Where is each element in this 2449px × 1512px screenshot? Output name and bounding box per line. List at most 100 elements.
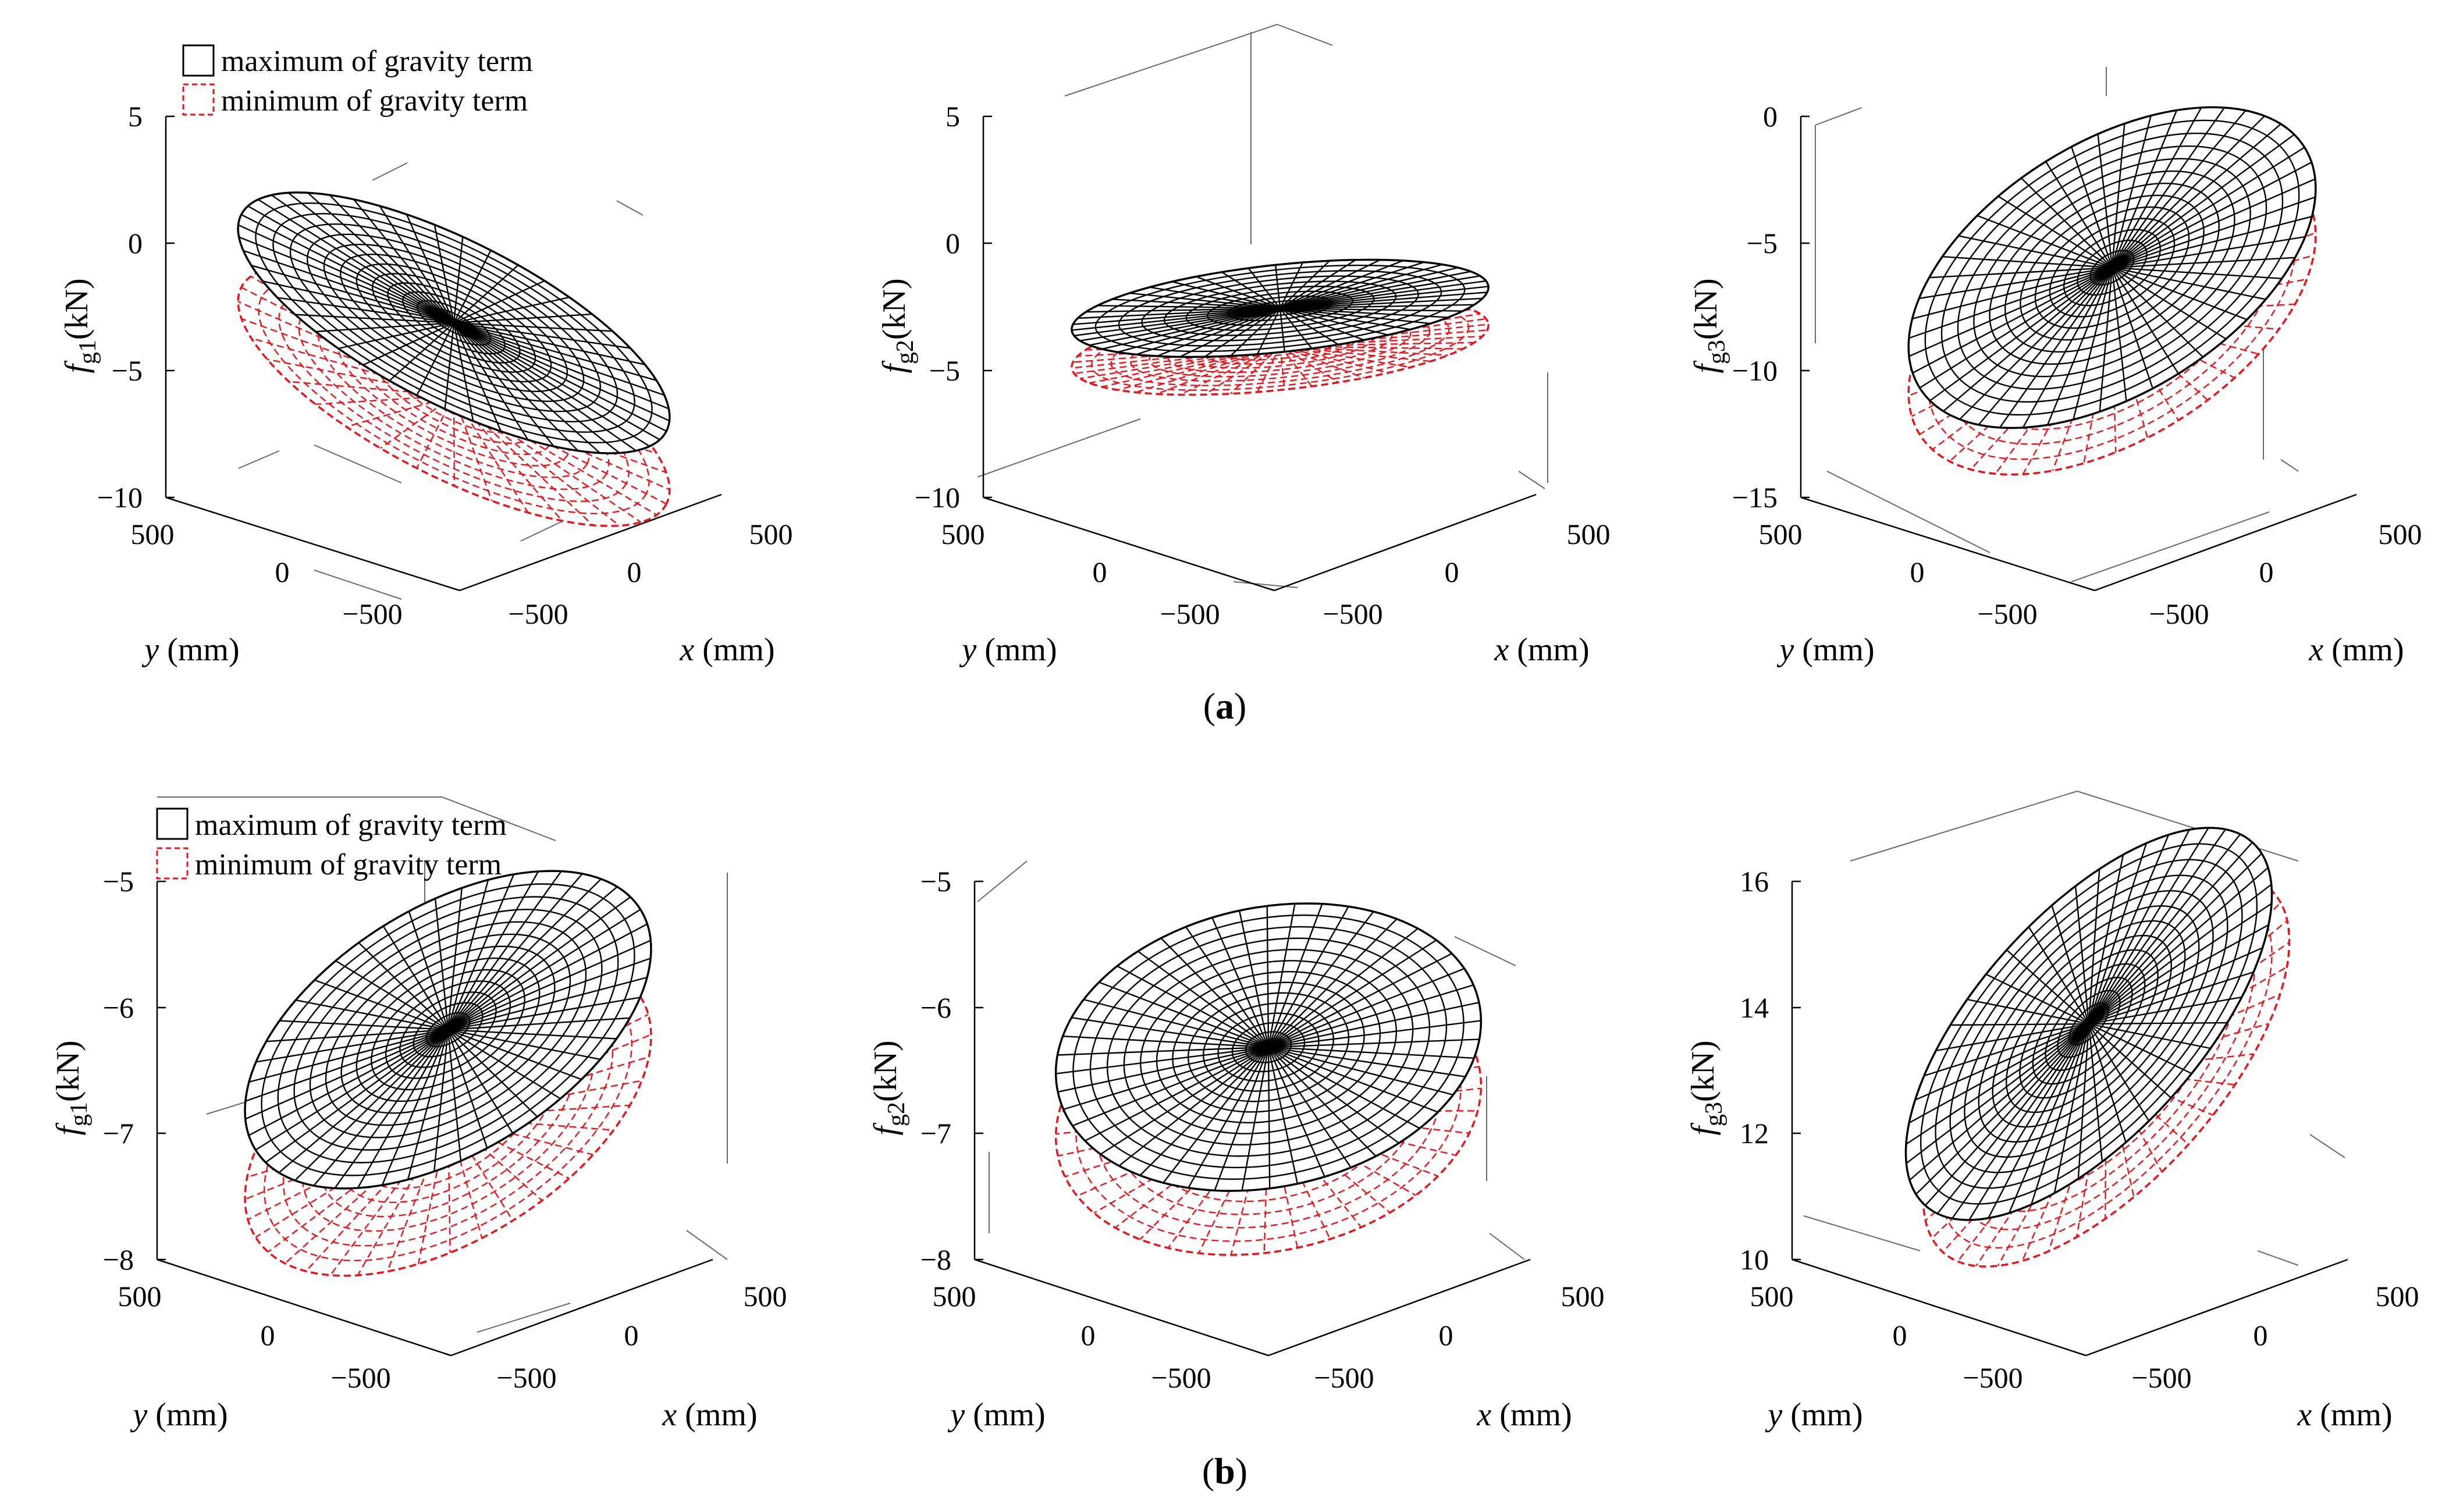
- mesh-spoke: [1924, 1023, 2089, 1077]
- mesh-spoke: [1936, 1023, 2089, 1214]
- mesh-spoke: [2111, 314, 2179, 421]
- z-axis-label: fg3(kN): [1685, 1040, 1728, 1135]
- caption-a: (a): [1203, 685, 1247, 727]
- x-tick-label: 500: [744, 1280, 787, 1312]
- x-axis-line: [2094, 493, 2357, 592]
- mesh-spoke: [1196, 276, 1281, 309]
- mesh-spoke: [1978, 267, 2113, 425]
- z-tick-label: −5: [1747, 227, 1778, 259]
- y-axis-label: y (mm): [141, 632, 239, 668]
- mesh-spoke: [447, 1029, 538, 1118]
- mesh-spoke: [265, 1029, 449, 1164]
- mesh-spoke: [2112, 236, 2305, 269]
- mesh-spoke: [453, 322, 645, 365]
- y-axis-label: y (mm): [947, 1397, 1045, 1433]
- mesh-spoke: [1268, 939, 1437, 1048]
- mesh-spoke: [314, 979, 449, 1031]
- z-tick-label: −7: [920, 1117, 951, 1150]
- z-tick-label: −6: [103, 991, 134, 1024]
- z-tick-label: 14: [1740, 991, 1769, 1024]
- legend-max-label: maximum of gravity term: [221, 45, 533, 78]
- plot-a3: 0 −5 −10 −15 500 0 −500 −500 0 500 fg3(k…: [1688, 67, 2422, 668]
- mesh-spoke: [1267, 903, 1296, 1048]
- mesh-spoke: [453, 322, 670, 422]
- y-tick-label: 500: [1759, 518, 1803, 550]
- x-tick-label: 500: [1567, 518, 1611, 550]
- mesh-spoke: [1118, 1047, 1269, 1166]
- mesh-spoke: [2088, 1023, 2150, 1122]
- y-axis-label: y (mm): [1776, 632, 1874, 668]
- mesh-spoke: [1929, 267, 2113, 401]
- mesh-spoke: [1080, 307, 1281, 341]
- plot-a1: 5 0 −5 −10 500 0 −500 −500 0 500 fg1(kN)…: [59, 100, 793, 668]
- mesh-spoke: [2088, 867, 2269, 1024]
- mesh-spoke: [1057, 1046, 1269, 1056]
- z-tick-label: 0: [946, 227, 960, 259]
- mesh-spoke: [1279, 307, 1389, 336]
- legend-min-label: minimum of gravity term: [221, 84, 528, 118]
- mesh-spoke: [2088, 853, 2262, 1024]
- max-surface: [237, 191, 671, 454]
- legend-min-swatch: [182, 83, 215, 116]
- mesh-spoke: [1072, 1046, 1269, 1127]
- y-axis-line: [983, 496, 1275, 592]
- box-edges: [1815, 67, 2299, 582]
- x-tick-label: 0: [1445, 556, 1459, 588]
- mesh-spoke: [2088, 843, 2148, 1024]
- z-tick-label: −6: [920, 991, 951, 1024]
- mesh-spoke: [1114, 1111, 1269, 1229]
- box-edges: [977, 860, 1525, 1260]
- mesh-spoke: [1925, 1023, 2089, 1206]
- mesh-spoke: [453, 322, 600, 454]
- z-tick-label: −10: [915, 481, 960, 514]
- x-tick-label: 500: [1561, 1280, 1605, 1312]
- mesh-spoke: [389, 322, 454, 382]
- mesh-spoke: [2088, 1023, 2211, 1049]
- y-tick-label: −500: [1977, 597, 2037, 630]
- mesh-spoke: [1268, 1110, 1456, 1156]
- mesh-spoke: [2112, 161, 2312, 269]
- mesh-spoke: [1279, 308, 1285, 352]
- mesh-spoke: [453, 322, 657, 381]
- mesh-spoke: [2045, 161, 2113, 268]
- mesh-spoke: [453, 322, 631, 349]
- mesh-spoke: [447, 1116, 514, 1221]
- max-surface: [1904, 827, 2273, 1221]
- mesh-spoke: [1149, 286, 1281, 309]
- mesh-spoke: [447, 871, 539, 1030]
- mesh-spoke: [1919, 266, 2113, 389]
- mesh-spoke: [294, 1029, 449, 1181]
- legend: maximum of gravity term minimum of gravi…: [156, 807, 507, 881]
- mesh-spoke: [257, 198, 454, 324]
- mesh-spoke: [447, 888, 463, 1030]
- mesh-spoke: [453, 322, 620, 454]
- mesh-spoke: [1279, 259, 1404, 309]
- mesh-spoke: [353, 198, 454, 323]
- mesh-spoke: [1266, 906, 1270, 1048]
- mesh-spoke: [2088, 971, 2254, 1025]
- mesh-spoke: [2112, 178, 2316, 269]
- mesh-spoke: [2112, 196, 2316, 269]
- mesh-spoke: [1083, 998, 1269, 1048]
- mesh-spoke: [255, 1029, 449, 1151]
- mesh-spoke: [338, 322, 454, 350]
- mesh-spoke: [2111, 267, 2179, 374]
- mesh-spoke: [382, 926, 449, 1030]
- mesh-spoke: [447, 1017, 630, 1031]
- mesh-spoke: [2088, 924, 2269, 1025]
- mesh-spoke: [447, 1029, 462, 1161]
- mesh-spoke: [1268, 928, 1419, 1048]
- mesh-spoke: [1071, 1017, 1269, 1048]
- mesh-spoke: [447, 1116, 483, 1239]
- mesh-spoke: [315, 322, 454, 333]
- max-surface: [244, 870, 652, 1190]
- mesh-spoke: [447, 1029, 582, 1080]
- x-tick-label: −500: [2149, 597, 2209, 630]
- mesh-spoke: [1238, 910, 1270, 1048]
- mesh-spoke: [2088, 1023, 2127, 1143]
- mesh-spoke: [453, 322, 660, 440]
- mesh-spoke: [453, 264, 519, 323]
- mesh-spoke: [2112, 266, 2248, 321]
- mesh-spoke: [2028, 926, 2090, 1024]
